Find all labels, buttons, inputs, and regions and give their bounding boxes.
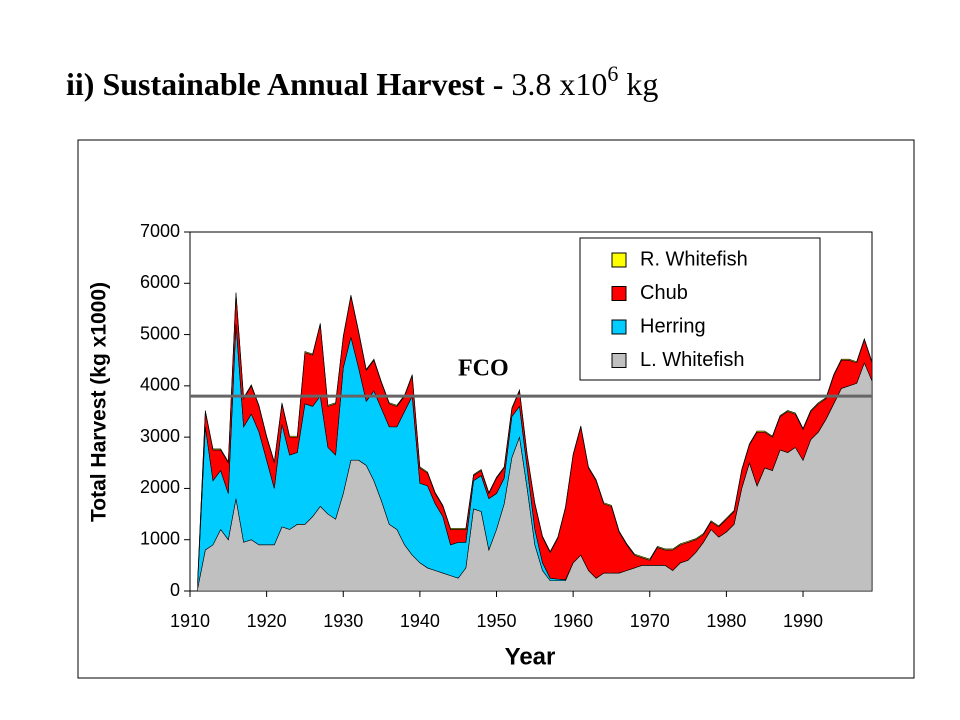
- legend-swatch: [611, 353, 627, 368]
- title-unit: kg: [626, 66, 658, 102]
- y-axis-label: Total Harvest (kg x1000): [88, 282, 111, 522]
- y-tick-label: 4000: [140, 375, 180, 395]
- reference-label: FCO: [458, 356, 509, 382]
- x-tick-label: 1990: [783, 611, 823, 631]
- x-tick-label: 1960: [553, 611, 593, 631]
- x-tick-label: 1970: [630, 611, 670, 631]
- y-tick-label: 5000: [140, 323, 180, 343]
- x-tick-label: 1940: [400, 611, 440, 631]
- chart-frame: [77, 139, 915, 679]
- x-tick-label: 1910: [170, 611, 210, 631]
- x-tick-label: 1980: [706, 611, 746, 631]
- legend-label: L. Whitefish: [640, 349, 744, 371]
- title-value: 3.8 x10: [511, 66, 607, 102]
- y-tick-label: 1000: [140, 528, 180, 548]
- legend-label: Herring: [640, 315, 706, 337]
- legend-swatch: [611, 252, 627, 268]
- legend-label: R. Whitefish: [640, 248, 748, 270]
- legend-swatch: [611, 286, 627, 301]
- x-axis-label: Year: [505, 643, 556, 670]
- title-exponent: 6: [607, 61, 618, 86]
- legend-label: Chub: [640, 282, 688, 304]
- y-tick-label: 6000: [140, 272, 180, 292]
- y-tick-label: 0: [170, 580, 180, 600]
- x-tick-label: 1920: [247, 611, 287, 631]
- y-tick-label: 2000: [140, 477, 180, 497]
- x-tick-label: 1950: [476, 611, 516, 631]
- legend-swatch: [611, 319, 627, 335]
- title-main: ii) Sustainable Annual Harvest -: [66, 66, 503, 102]
- area: [197, 292, 873, 581]
- chart-title: ii) Sustainable Annual Harvest - 3.8 x10…: [66, 61, 658, 102]
- y-tick-label: 3000: [140, 426, 180, 446]
- y-tick-label: 7000: [140, 221, 180, 241]
- x-tick-label: 1930: [323, 611, 363, 631]
